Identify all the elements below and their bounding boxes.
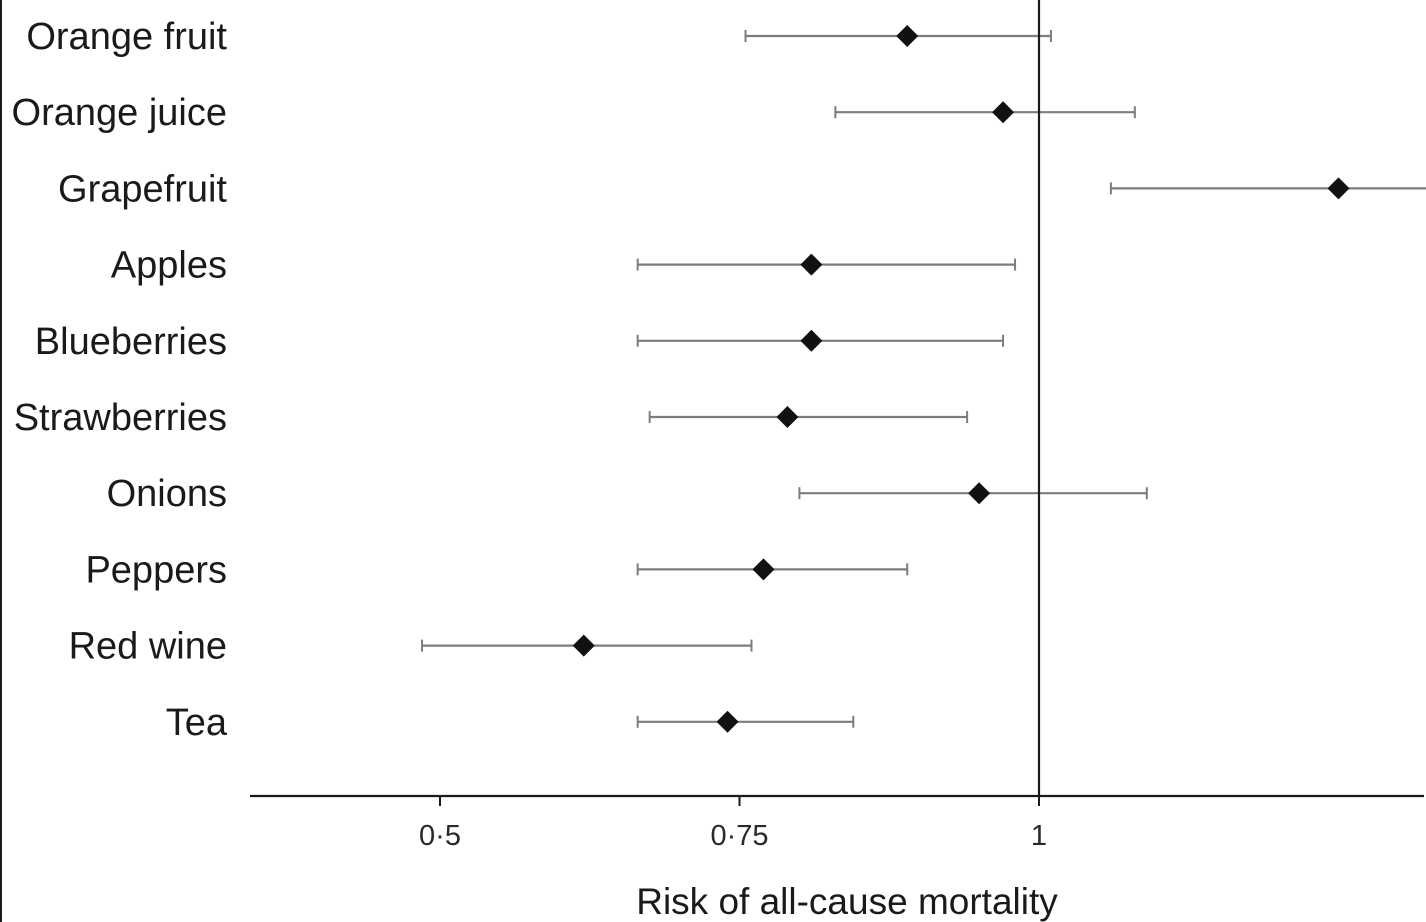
point-estimate-orange-fruit [896, 25, 919, 47]
category-label-grapefruit: Grapefruit [58, 168, 227, 210]
point-estimate-onions [968, 482, 991, 505]
x-tick-label-0-75: 0·75 [710, 820, 768, 852]
left-border [0, 0, 2, 922]
point-estimate-tea [716, 710, 739, 733]
category-label-tea: Tea [166, 702, 228, 744]
category-label-orange-fruit: Orange fruit [26, 16, 227, 58]
category-label-apples: Apples [111, 245, 227, 287]
category-label-orange-juice: Orange juice [12, 92, 227, 134]
point-estimate-orange-juice [992, 101, 1015, 124]
category-label-peppers: Peppers [85, 549, 227, 591]
point-estimate-red-wine [572, 634, 595, 657]
point-estimates [572, 25, 1350, 733]
category-label-blueberries: Blueberries [35, 321, 227, 363]
category-label-onions: Onions [107, 473, 227, 515]
point-estimate-blueberries [800, 329, 823, 352]
x-tick-label-0-5: 0·5 [419, 820, 461, 852]
category-labels: Orange fruit Orange juice Grapefruit Apples… [12, 16, 228, 744]
point-estimate-peppers [752, 558, 775, 581]
category-label-strawberries: Strawberries [14, 397, 227, 439]
point-estimate-strawberries [776, 406, 799, 428]
category-label-red-wine: Red wine [69, 626, 227, 668]
x-axis: 0·50·7511·5 [250, 794, 1424, 852]
confidence-intervals [421, 30, 1426, 728]
point-estimate-grapefruit [1327, 177, 1350, 200]
x-axis-title: Risk of all-cause mortality [636, 881, 1058, 922]
point-estimate-apples [800, 253, 823, 276]
x-tick-label-1: 1 [1031, 820, 1047, 852]
